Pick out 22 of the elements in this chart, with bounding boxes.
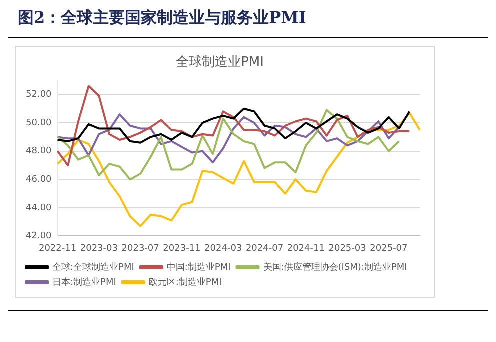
legend-label: 全球:全球制造业PMI xyxy=(52,262,134,273)
x-tick-label: 2023-07 xyxy=(122,244,160,254)
y-tick-label: 46.00 xyxy=(26,174,52,185)
x-tick-label: 2024-11 xyxy=(287,244,325,254)
legend-label: 美国:供应管理协会(ISM):制造业PMI xyxy=(263,262,408,273)
x-tick-label: 2023-11 xyxy=(163,244,201,254)
y-tick-label: 44.00 xyxy=(26,203,52,214)
chart-title: 图2：全球主要国家制造业与服务业PMI xyxy=(8,8,488,38)
x-tick-label: 2025-07 xyxy=(370,244,408,254)
legend-label: 日本:制造业PMI xyxy=(52,276,116,288)
chart-subtitle: 全球制造业PMI xyxy=(176,55,264,70)
x-tick-label: 2024-03 xyxy=(204,244,242,254)
x-tick-label: 2024-07 xyxy=(246,244,284,254)
legend-label: 中国:制造业PMI xyxy=(166,262,231,273)
y-tick-label: 52.00 xyxy=(26,90,52,100)
legend-label: 欧元区:制造业PMI xyxy=(148,276,222,288)
x-tick-label: 2025-03 xyxy=(328,244,366,254)
x-tick-label: 2022-11 xyxy=(38,244,77,254)
y-tick-label: 42.00 xyxy=(26,232,52,242)
x-tick-label: 2023-03 xyxy=(80,244,118,254)
y-tick-label: 48.00 xyxy=(26,146,52,157)
y-tick-label: 50.00 xyxy=(26,118,52,128)
